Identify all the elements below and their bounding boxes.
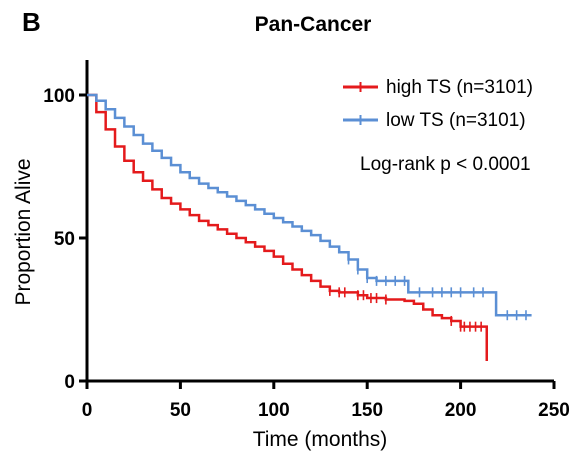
panel-label: B — [22, 7, 41, 37]
legend-item: low TS (n=3101) — [343, 110, 526, 131]
y-tick-label: 100 — [43, 86, 75, 107]
axes — [85, 60, 554, 383]
x-axis-label: Time (months) — [253, 428, 388, 451]
legend-label: high TS (n=3101) — [386, 77, 533, 98]
series-low-ts — [87, 93, 532, 321]
legend: high TS (n=3101) low TS (n=3101) — [343, 77, 533, 131]
x-tick-label: 200 — [445, 400, 477, 421]
x-tick-label: 0 — [82, 400, 93, 421]
survival-curve — [87, 93, 489, 361]
y-axis-label: Proportion Alive — [12, 158, 35, 305]
y-tick-label: 50 — [54, 229, 75, 250]
x-tick-label: 50 — [170, 400, 191, 421]
x-tick-label: 150 — [351, 400, 383, 421]
chart-title: Pan-Cancer — [255, 13, 372, 36]
survival-curve — [87, 93, 532, 317]
series-high-ts — [87, 93, 489, 361]
y-tick-label: 0 — [64, 372, 75, 393]
legend-item: high TS (n=3101) — [343, 77, 533, 98]
legend-label: low TS (n=3101) — [386, 110, 526, 131]
log-rank-annotation: Log-rank p < 0.0001 — [360, 154, 531, 175]
x-tick-label: 100 — [258, 400, 290, 421]
x-tick-label: 250 — [538, 400, 570, 421]
